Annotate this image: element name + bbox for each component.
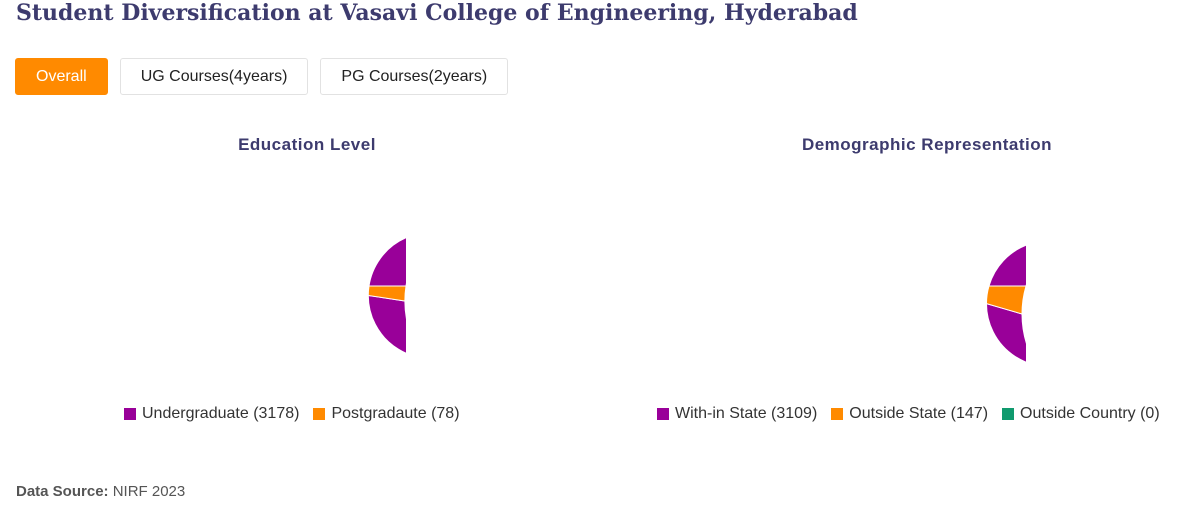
data-source-label: Data Source: xyxy=(16,483,109,500)
data-source: Data Source: NIRF 2023 xyxy=(16,483,185,500)
education-level-donut xyxy=(367,237,406,354)
legend-swatch xyxy=(1002,408,1015,420)
legend-label: With-in State (3109) xyxy=(675,405,818,422)
education-level-legend: Undergraduate (3178) Postgradaute (78) xyxy=(124,405,460,423)
course-tabs: Overall UG Courses(4years) PG Courses(2y… xyxy=(15,58,509,95)
chart-title-demographic: Demographic Representation xyxy=(801,135,1053,154)
legend-item-outside-state[interactable]: Outside State (147) xyxy=(831,405,988,423)
slice-postgradaute xyxy=(367,285,406,302)
legend-item-with-in-state[interactable]: With-in State (3109) xyxy=(657,405,817,423)
tab-ug-courses[interactable]: UG Courses(4years) xyxy=(119,58,309,95)
chart-title-education: Education Level xyxy=(238,135,376,154)
legend-swatch xyxy=(657,408,669,420)
legend-label: Postgradaute (78) xyxy=(331,405,460,422)
legend-label: Outside Country (0) xyxy=(1020,405,1160,422)
page-title: Student Diversification at Vasavi Colleg… xyxy=(16,0,858,26)
legend-swatch xyxy=(831,408,844,420)
legend-swatch xyxy=(313,408,326,420)
legend-item-outside-country[interactable]: Outside Country (0) xyxy=(1002,405,1160,423)
demographic-legend: With-in State (3109) Outside State (147) O… xyxy=(657,405,1160,423)
legend-item-postgradaute[interactable]: Postgradaute (78) xyxy=(313,405,460,423)
data-source-value: NIRF 2023 xyxy=(112,483,186,500)
legend-item-undergraduate[interactable]: Undergraduate (3178) xyxy=(124,405,299,423)
legend-label: Outside State (147) xyxy=(849,405,989,422)
tab-overall[interactable]: Overall xyxy=(15,58,108,95)
legend-label: Undergraduate (3178) xyxy=(142,405,300,422)
slice-undergraduate xyxy=(367,237,406,354)
demographic-donut xyxy=(985,244,1026,363)
slice-with-in-state xyxy=(985,244,1026,363)
legend-swatch xyxy=(124,408,136,420)
slice-outside-state xyxy=(985,285,1026,315)
tab-pg-courses[interactable]: PG Courses(2years) xyxy=(320,58,509,95)
